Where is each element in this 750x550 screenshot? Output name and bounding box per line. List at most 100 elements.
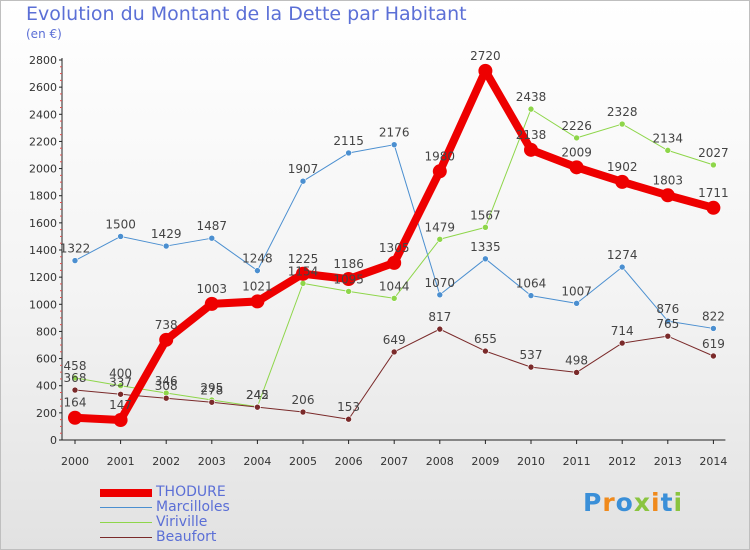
x-tick-label: 2006 <box>335 455 363 468</box>
data-label-thodure: 2138 <box>516 128 547 142</box>
data-point-beaufort[interactable] <box>482 347 489 355</box>
y-tick-label: 2400 <box>29 108 57 121</box>
data-point-beaufort[interactable] <box>254 403 261 411</box>
chart-subtitle: (en €) <box>26 27 62 41</box>
data-point-marcilloles[interactable] <box>482 255 489 263</box>
y-tick-label: 1400 <box>29 244 57 257</box>
data-label-thodure: 1225 <box>288 252 319 266</box>
data-point-viriville[interactable] <box>299 280 307 287</box>
data-point-thodure[interactable] <box>615 174 630 189</box>
data-label-thodure: 1803 <box>653 173 684 187</box>
data-point-thodure[interactable] <box>660 188 675 203</box>
legend-swatch-viriville <box>100 522 152 523</box>
data-point-thodure[interactable] <box>478 63 493 78</box>
data-point-viriville[interactable] <box>664 147 672 154</box>
data-point-beaufort[interactable] <box>710 352 717 360</box>
data-point-viriville[interactable] <box>527 105 535 113</box>
data-point-marcilloles[interactable] <box>71 257 79 264</box>
legend-label-thodure: THODURE <box>156 484 226 500</box>
data-point-beaufort[interactable] <box>345 415 352 423</box>
data-label-marcilloles: 1907 <box>288 162 319 176</box>
data-point-thodure[interactable] <box>159 332 174 347</box>
data-label-marcilloles: 1070 <box>425 276 456 290</box>
data-label-beaufort: 655 <box>474 332 497 346</box>
legend-swatch-thodure <box>100 489 152 497</box>
data-point-viriville[interactable] <box>436 235 444 243</box>
data-point-thodure[interactable] <box>432 164 447 179</box>
x-tick-label: 2012 <box>608 455 636 468</box>
x-tick-label: 2000 <box>61 455 89 468</box>
data-label-marcilloles: 1500 <box>105 217 136 231</box>
data-point-marcilloles[interactable] <box>664 317 672 325</box>
data-point-thodure[interactable] <box>250 294 265 309</box>
data-point-viriville[interactable] <box>573 134 580 142</box>
data-point-thodure[interactable] <box>706 200 721 215</box>
y-tick-label: 1200 <box>29 271 57 284</box>
data-point-viriville[interactable] <box>710 161 717 169</box>
x-tick-label: 2013 <box>654 455 682 468</box>
x-tick-label: 2009 <box>471 455 499 468</box>
data-point-beaufort[interactable] <box>162 394 170 402</box>
data-label-viriville: 1567 <box>470 208 501 222</box>
data-label-beaufort: 619 <box>702 337 725 351</box>
data-label-thodure: 164 <box>64 396 87 410</box>
data-point-beaufort[interactable] <box>390 348 398 356</box>
data-label-beaufort: 308 <box>155 379 178 393</box>
data-point-thodure[interactable] <box>68 410 82 425</box>
chart-title: Evolution du Montant de la Dette par Hab… <box>26 3 467 25</box>
data-point-marcilloles[interactable] <box>573 300 580 307</box>
data-point-thodure[interactable] <box>113 413 128 428</box>
data-label-beaufort: 714 <box>611 324 634 338</box>
axes: 0 200 400 600 800 1000 1200 1400 1600 1800 2000 220… <box>29 54 727 468</box>
data-point-beaufort[interactable] <box>299 408 307 416</box>
data-point-thodure[interactable] <box>204 296 219 311</box>
data-label-beaufort: 242 <box>246 388 269 402</box>
data-point-thodure[interactable] <box>569 160 584 175</box>
data-point-thodure[interactable] <box>524 142 538 157</box>
legend-label-viriville: Viriville <box>156 514 208 530</box>
data-point-marcilloles[interactable] <box>618 263 626 271</box>
data-point-viriville[interactable] <box>71 374 79 382</box>
data-point-beaufort[interactable] <box>436 325 444 333</box>
data-label-marcilloles: 1335 <box>470 240 501 254</box>
data-point-viriville[interactable] <box>345 288 352 295</box>
data-label-viriville: 2226 <box>561 119 592 133</box>
data-label-viriville: 295 <box>200 381 223 395</box>
data-point-marcilloles[interactable] <box>299 177 307 185</box>
proxiti-logo: Proxiti <box>583 488 684 517</box>
data-label-beaufort: 498 <box>565 353 588 367</box>
data-point-beaufort[interactable] <box>117 390 124 398</box>
data-label-viriville: 2438 <box>516 90 547 104</box>
data-point-viriville[interactable] <box>117 382 124 390</box>
data-point-beaufort[interactable] <box>664 332 672 340</box>
data-point-marcilloles[interactable] <box>710 325 717 332</box>
data-point-viriville[interactable] <box>618 120 626 128</box>
data-point-marcilloles[interactable] <box>208 234 216 242</box>
data-point-marcilloles[interactable] <box>117 233 124 240</box>
data-point-marcilloles[interactable] <box>254 267 261 274</box>
data-point-marcilloles[interactable] <box>390 141 398 148</box>
data-point-beaufort[interactable] <box>208 398 216 406</box>
data-point-beaufort[interactable] <box>527 363 535 371</box>
data-label-marcilloles: 1248 <box>242 252 273 266</box>
data-label-beaufort: 537 <box>520 348 543 362</box>
data-point-thodure[interactable] <box>341 272 356 287</box>
data-point-beaufort[interactable] <box>71 386 79 394</box>
data-label-beaufort: 206 <box>292 393 315 407</box>
data-point-viriville[interactable] <box>482 224 489 231</box>
data-label-marcilloles: 1274 <box>607 248 638 262</box>
data-point-marcilloles[interactable] <box>345 149 352 157</box>
data-label-beaufort: 278 <box>200 383 223 397</box>
data-point-beaufort[interactable] <box>573 369 580 376</box>
data-point-thodure[interactable] <box>296 266 310 281</box>
x-tick-label: 2011 <box>563 455 591 468</box>
data-point-marcilloles[interactable] <box>162 242 170 250</box>
data-point-beaufort[interactable] <box>618 339 626 347</box>
data-point-viriville[interactable] <box>390 295 398 302</box>
x-tick-label: 2004 <box>243 455 271 468</box>
data-point-thodure[interactable] <box>387 255 402 270</box>
y-tick-label: 800 <box>36 325 57 338</box>
data-point-marcilloles[interactable] <box>527 292 535 299</box>
data-point-marcilloles[interactable] <box>436 291 444 299</box>
